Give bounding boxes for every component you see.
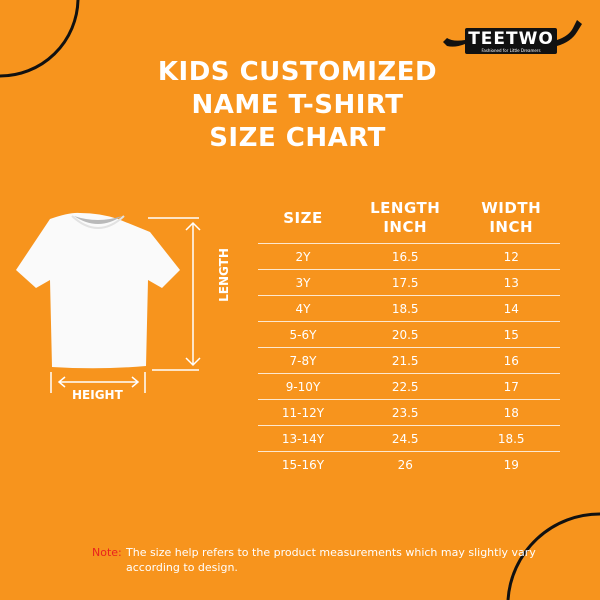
cell-width: 17 <box>462 373 560 400</box>
page-title: KIDS CUSTOMIZED NAME T-SHIRT SIZE CHART <box>0 56 595 155</box>
length-label: LENGTH <box>217 248 231 302</box>
title-line: KIDS CUSTOMIZED <box>157 57 438 87</box>
header-size: SIZE <box>283 208 323 227</box>
title-line: NAME T-SHIRT <box>191 90 404 120</box>
logo-hands-icon <box>443 20 582 47</box>
cell-size: 11-12Y <box>258 399 348 426</box>
table-row: 15-16Y 26 19 <box>258 451 560 477</box>
cell-size: 7-8Y <box>258 347 348 374</box>
cell-length: 26 <box>348 451 463 477</box>
cell-width: 18.5 <box>462 425 560 452</box>
table-row: 13-14Y 24.5 18.5 <box>258 425 560 452</box>
table-row: 3Y 17.5 13 <box>258 269 560 296</box>
teetwo-logo: TEETWO Fashioned for Little Dreamers <box>437 18 587 63</box>
bottom-right-arc <box>506 512 600 600</box>
note: Note: The size help refers to the produc… <box>92 545 562 574</box>
height-label: HEIGHT <box>72 388 123 402</box>
size-chart-table: SIZE LENGTH INCH WIDTH INCH 2Y 16.5 12 3Y 17.5… <box>258 197 560 477</box>
table-row: 9-10Y 22.5 17 <box>258 373 560 400</box>
cell-size: 3Y <box>258 269 348 296</box>
cell-size: 15-16Y <box>258 451 348 477</box>
cell-width: 14 <box>462 295 560 322</box>
table-header-row: SIZE LENGTH INCH WIDTH INCH <box>258 197 560 244</box>
header-width: WIDTH INCH <box>481 199 542 236</box>
table-row: 4Y 18.5 14 <box>258 295 560 322</box>
title-line: SIZE CHART <box>209 123 386 153</box>
cell-width: 19 <box>462 451 560 477</box>
cell-size: 2Y <box>258 243 348 270</box>
cell-size: 9-10Y <box>258 373 348 400</box>
cell-width: 15 <box>462 321 560 348</box>
cell-size: 5-6Y <box>258 321 348 348</box>
table-row: 11-12Y 23.5 18 <box>258 399 560 426</box>
cell-length: 17.5 <box>348 269 463 296</box>
cell-width: 12 <box>462 243 560 270</box>
top-left-arc <box>0 0 80 78</box>
height-arrow <box>50 372 146 393</box>
cell-width: 13 <box>462 269 560 296</box>
cell-length: 16.5 <box>348 243 463 270</box>
cell-length: 24.5 <box>348 425 463 452</box>
cell-length: 18.5 <box>348 295 463 322</box>
logo-text: TEETWO <box>468 29 554 49</box>
cell-length: 21.5 <box>348 347 463 374</box>
cell-size: 13-14Y <box>258 425 348 452</box>
cell-length: 20.5 <box>348 321 463 348</box>
cell-width: 18 <box>462 399 560 426</box>
table-row: 7-8Y 21.5 16 <box>258 347 560 374</box>
cell-length: 22.5 <box>348 373 463 400</box>
cell-size: 4Y <box>258 295 348 322</box>
header-length: LENGTH INCH <box>370 199 441 236</box>
note-label: Note: <box>92 546 122 559</box>
table-row: 5-6Y 20.5 15 <box>258 321 560 348</box>
note-text: The size help refers to the product meas… <box>126 546 536 574</box>
logo-tagline: Fashioned for Little Dreamers <box>481 48 541 53</box>
table-row: 2Y 16.5 12 <box>258 243 560 270</box>
cell-length: 23.5 <box>348 399 463 426</box>
tshirt-illustration <box>16 212 180 369</box>
cell-width: 16 <box>462 347 560 374</box>
length-arrow <box>148 217 201 371</box>
